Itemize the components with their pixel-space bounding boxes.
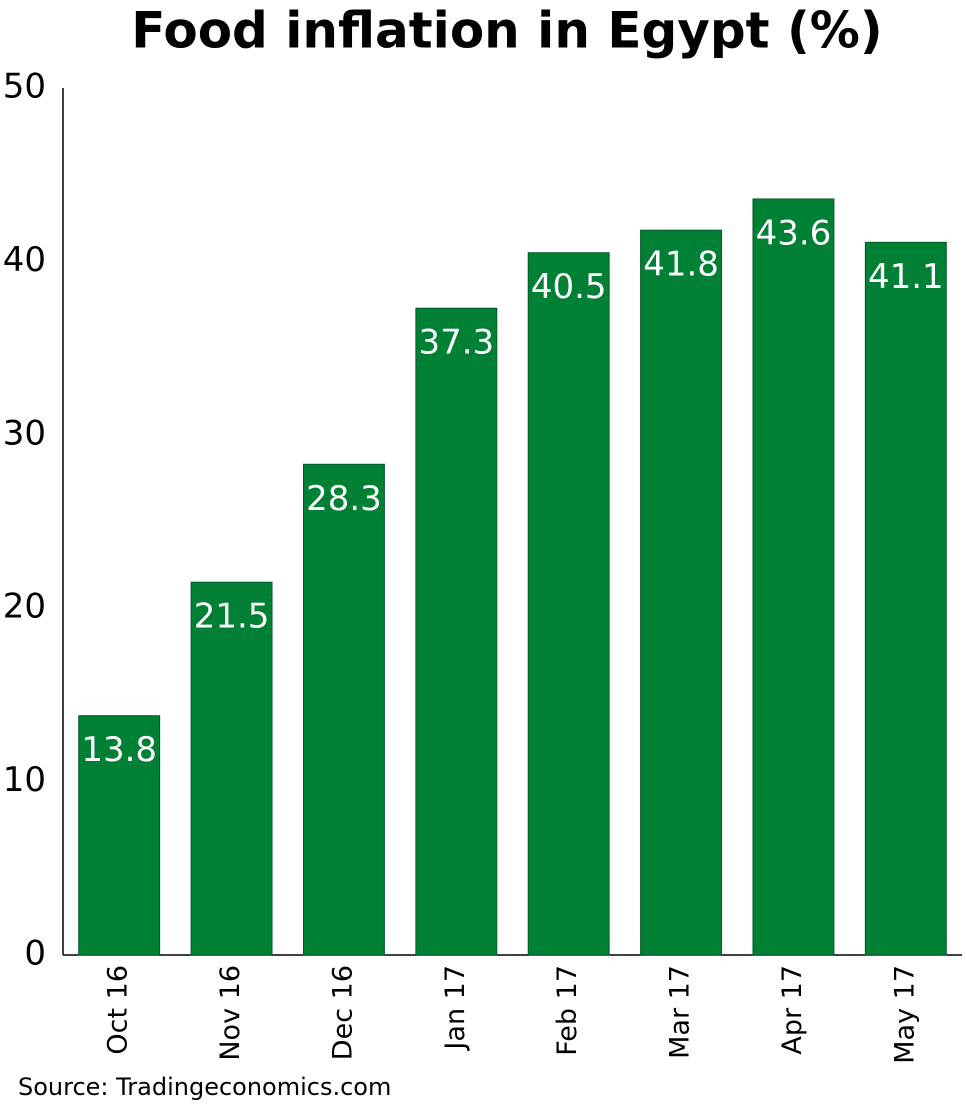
y-tick-label: 30 [3, 413, 46, 453]
y-tick-label: 50 [3, 67, 46, 107]
bar [640, 229, 723, 956]
source-note: Source: Tradingeconomics.com [18, 1073, 391, 1101]
x-tick-label: Oct 16 [103, 965, 134, 1055]
bar [302, 463, 385, 956]
chart-title: Food inflation in Egypt (%) [131, 2, 883, 60]
x-tick-label: Apr 17 [777, 965, 808, 1055]
value-label: 43.6 [756, 213, 832, 253]
bar [864, 241, 947, 956]
value-label: 37.3 [418, 323, 494, 363]
bar [415, 307, 498, 956]
x-tick-label: Feb 17 [552, 965, 583, 1056]
value-label: 40.5 [531, 267, 607, 307]
bar [752, 198, 835, 956]
value-label: 28.3 [306, 479, 382, 519]
value-label: 41.1 [868, 257, 944, 297]
bar [190, 581, 273, 956]
value-label: 13.8 [81, 730, 157, 770]
bar [78, 715, 161, 956]
x-tick-label: Nov 16 [215, 965, 246, 1061]
x-tick-label: Mar 17 [665, 965, 696, 1059]
y-tick-label: 40 [3, 240, 46, 280]
value-label: 41.8 [643, 245, 719, 285]
bar [527, 252, 610, 956]
y-tick-label: 20 [3, 587, 46, 627]
y-tick-label: 10 [3, 760, 46, 800]
x-tick-label: Jan 17 [440, 965, 471, 1052]
x-tick-label: Dec 16 [327, 965, 358, 1060]
x-tick-label: May 17 [889, 965, 920, 1064]
value-label: 21.5 [194, 597, 270, 637]
y-tick-label: 0 [24, 934, 46, 974]
